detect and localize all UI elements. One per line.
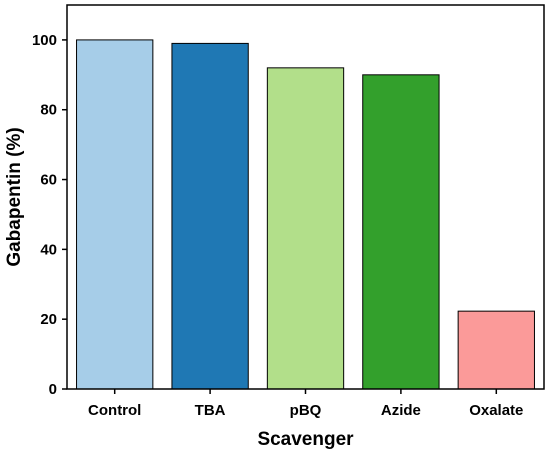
- x-tick-label: pBQ: [290, 402, 322, 419]
- bar-control: [76, 39, 154, 390]
- bar-oxalate: [457, 310, 535, 390]
- y-tick-label: 0: [49, 381, 57, 398]
- x-tick-label: Azide: [381, 402, 421, 419]
- bars-group: [76, 39, 535, 390]
- bar-pbq: [266, 67, 345, 390]
- y-axis: 0 20 40 60 80 100: [32, 32, 67, 398]
- x-tick-label: Oxalate: [469, 402, 523, 419]
- y-tick-label: 20: [40, 311, 57, 328]
- x-axis: Control TBA pBQ Azide Oxalate: [88, 389, 523, 419]
- x-tick-label: Control: [88, 402, 141, 419]
- y-tick-label: 40: [40, 241, 57, 258]
- bar-azide: [362, 74, 440, 390]
- y-tick-label: 60: [40, 172, 57, 189]
- y-axis-title: Gabapentin (%): [4, 127, 25, 266]
- y-tick-label: 100: [32, 32, 57, 49]
- x-tick-label: TBA: [195, 402, 226, 419]
- y-tick-label: 80: [40, 102, 57, 119]
- bar-tba: [171, 42, 249, 390]
- x-axis-title: Scavenger: [257, 429, 354, 450]
